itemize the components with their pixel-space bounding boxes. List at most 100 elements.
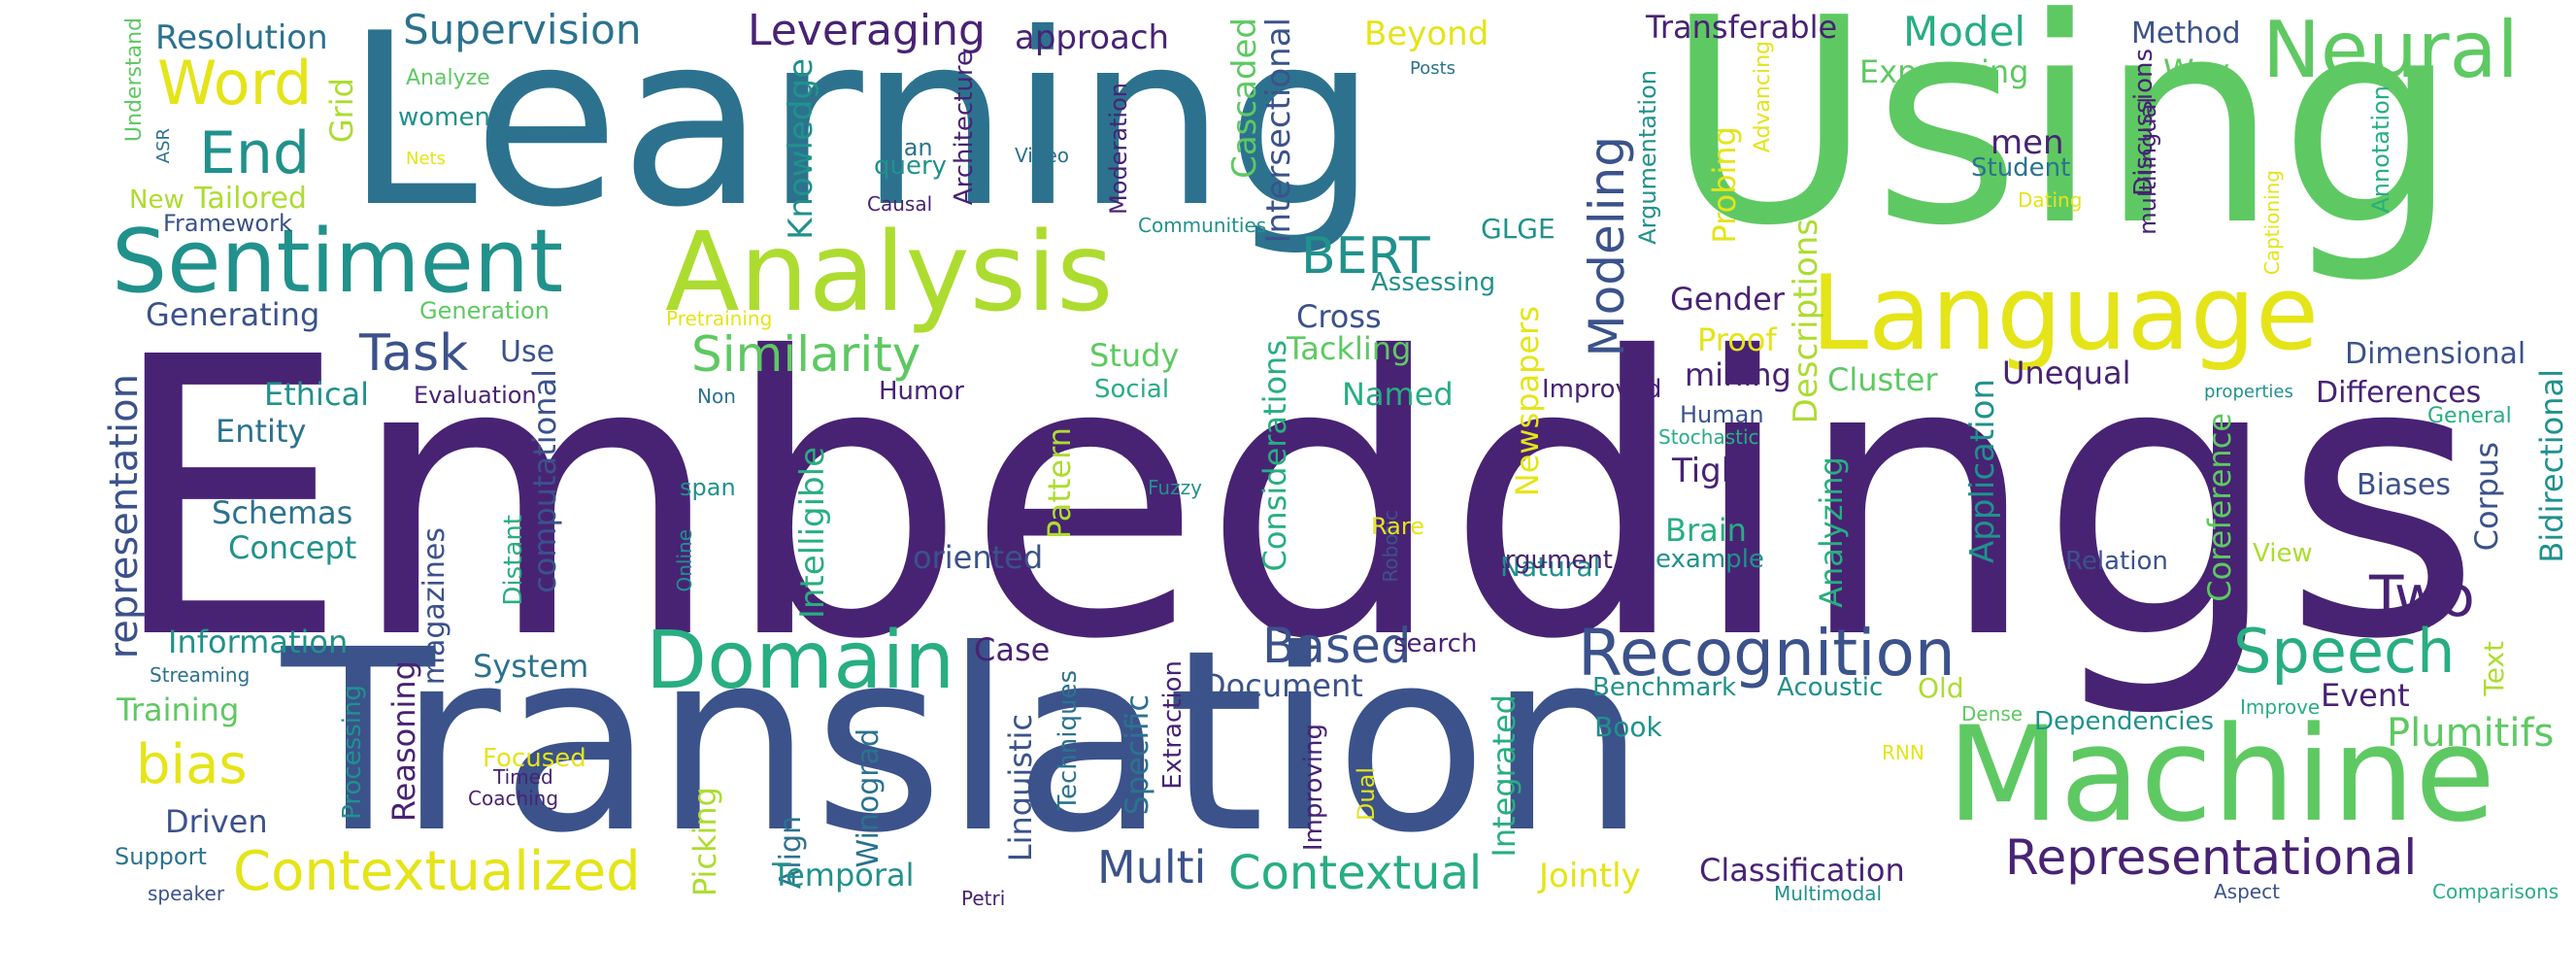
word-timed: Timed bbox=[493, 765, 553, 789]
word-case: Case bbox=[974, 631, 1051, 668]
word-petri: Petri bbox=[961, 887, 1006, 910]
word-dependencies: Dependencies bbox=[2034, 707, 2215, 736]
word-generation: Generation bbox=[419, 297, 550, 324]
word-communities: Communities bbox=[1138, 214, 1267, 237]
word-modeling: Modeling bbox=[1579, 136, 1635, 357]
word-using: Using bbox=[1665, 0, 2459, 287]
word-beyond: Beyond bbox=[1364, 15, 1489, 53]
word-reasoning: Reasoning bbox=[385, 660, 422, 823]
word-argument: Argument bbox=[1488, 546, 1613, 575]
word-oriented: oriented bbox=[913, 539, 1044, 576]
word-use: Use bbox=[500, 335, 555, 369]
word-ethical: Ethical bbox=[264, 376, 370, 413]
word-bias: bias bbox=[136, 733, 248, 796]
word-task: Task bbox=[359, 324, 469, 383]
word-speaker: speaker bbox=[148, 882, 225, 905]
word-magazines: magazines bbox=[418, 527, 452, 686]
word-advancing: Advancing bbox=[1751, 41, 1775, 153]
word-bert: BERT bbox=[1301, 227, 1430, 286]
word-posts: Posts bbox=[1410, 58, 1456, 79]
word-old: Old bbox=[1918, 672, 1964, 704]
word-contextual: Contextual bbox=[1228, 846, 1483, 900]
word-rare: Rare bbox=[1371, 513, 1424, 540]
word-cascaded: Cascaded bbox=[1225, 17, 1264, 179]
word-contextualized: Contextualized bbox=[233, 840, 641, 903]
word-social: Social bbox=[1094, 375, 1170, 404]
word-system: System bbox=[473, 648, 589, 685]
word-video: Video bbox=[1015, 144, 1070, 167]
word-knowledge: Knowledge bbox=[782, 58, 820, 240]
word-speech: Speech bbox=[2233, 616, 2456, 687]
word-relation: Relation bbox=[2065, 547, 2168, 576]
word-information: Information bbox=[168, 624, 349, 660]
word-differences: Differences bbox=[2316, 376, 2482, 410]
word-end: End bbox=[199, 119, 311, 187]
word-men: men bbox=[1991, 123, 2064, 162]
word-bidirectional: Bidirectional bbox=[2533, 369, 2570, 563]
word-event: Event bbox=[2321, 677, 2410, 714]
word-intelligible: Intelligible bbox=[793, 447, 832, 620]
word-plumitifs: Plumitifs bbox=[2387, 711, 2555, 756]
word-mining: mining bbox=[1685, 356, 1791, 393]
word-comparisons: Comparisons bbox=[2432, 880, 2559, 903]
word-query: query bbox=[874, 152, 948, 181]
word-jointly: Jointly bbox=[1539, 857, 1641, 895]
word-improving: Improving bbox=[1299, 724, 1328, 852]
word-entity: Entity bbox=[216, 413, 307, 450]
word-man: Man bbox=[884, 134, 933, 161]
word-analyzing: Analyzing bbox=[1813, 456, 1850, 608]
word-two: Two bbox=[2369, 563, 2475, 629]
word-representational: Representational bbox=[2005, 829, 2418, 886]
word-sentiment: Sentiment bbox=[112, 211, 564, 313]
word-fuzzy: Fuzzy bbox=[1148, 476, 1202, 499]
word-named: Named bbox=[1342, 376, 1454, 413]
word-document: Document bbox=[1202, 667, 1363, 704]
word-streaming: Streaming bbox=[150, 663, 251, 687]
word-coreference: Coreference bbox=[2201, 413, 2238, 602]
word-framework: Framework bbox=[163, 210, 292, 237]
word-acoustic: Acoustic bbox=[1777, 673, 1884, 702]
word-corpus: Corpus bbox=[2468, 442, 2505, 552]
word-tight: Tight bbox=[1672, 452, 1756, 490]
word-glge: GLGE bbox=[1481, 213, 1556, 245]
word-benchmark: Benchmark bbox=[1592, 673, 1737, 702]
word-neural: Neural bbox=[2262, 5, 2519, 95]
word-gender: Gender bbox=[1670, 281, 1785, 318]
word-dense: Dense bbox=[1961, 702, 2024, 725]
word-way: Way bbox=[2163, 52, 2230, 89]
word-unequal: Unequal bbox=[2002, 354, 2131, 391]
word-expressing: Expressing bbox=[1859, 53, 2029, 90]
word-recognition: Recognition bbox=[1578, 616, 1956, 691]
word-processing: Processing bbox=[338, 685, 367, 820]
word-general: General bbox=[2427, 404, 2512, 428]
word-learning: Learning bbox=[345, 0, 1378, 259]
word-support: Support bbox=[115, 843, 207, 870]
word-intersectional: Intersectional bbox=[1259, 17, 1298, 244]
word-biases: Biases bbox=[2357, 468, 2452, 502]
word-embeddings: Embeddings bbox=[107, 277, 2483, 724]
word-supervision: Supervision bbox=[403, 6, 642, 53]
word-generating: Generating bbox=[146, 296, 320, 333]
word-language: Language bbox=[1811, 253, 2320, 373]
word-causal: Causal bbox=[867, 192, 933, 216]
word-analyze: Analyze bbox=[406, 66, 490, 90]
word-multi: Multi bbox=[1097, 841, 1207, 894]
word-winograd: Winograd bbox=[852, 728, 886, 868]
word-techniques: Techniques bbox=[1054, 670, 1083, 811]
word-computational: computational bbox=[526, 369, 563, 593]
word-cross: Cross bbox=[1296, 298, 1382, 335]
word-based: Based bbox=[1262, 618, 1412, 674]
word-linguistic: Linguistic bbox=[1002, 714, 1039, 862]
word-distant: Distant bbox=[499, 515, 528, 606]
word-women: women bbox=[398, 103, 490, 132]
word-search: search bbox=[1393, 629, 1478, 658]
word-nets: Nets bbox=[406, 149, 446, 169]
word-assessing: Assessing bbox=[1371, 268, 1496, 297]
word-analysis: Analysis bbox=[665, 210, 1114, 336]
word-considerations: Considerations bbox=[1256, 340, 1293, 572]
word-non: Non bbox=[697, 385, 736, 408]
word-tailored: Tailored bbox=[194, 182, 307, 216]
word-annotation: Annotation bbox=[2367, 85, 2394, 214]
word-representation: representation bbox=[102, 374, 147, 659]
word-driven: Driven bbox=[165, 803, 268, 840]
